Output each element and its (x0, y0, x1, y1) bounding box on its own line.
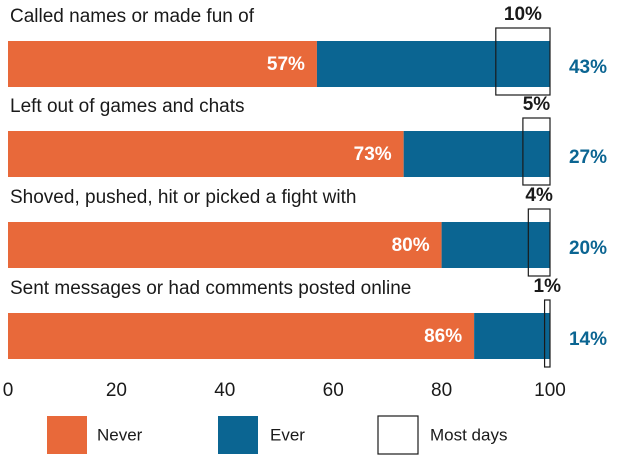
category-label: Sent messages or had comments posted onl… (10, 278, 411, 299)
legend-swatch (377, 415, 419, 455)
x-tick-label: 60 (323, 380, 344, 401)
bar-never (8, 313, 475, 359)
legend-label: Most days (430, 425, 507, 444)
value-label-ever: 27% (569, 147, 607, 168)
legend-label: Ever (270, 425, 305, 444)
x-tick-label: 0 (3, 380, 14, 401)
bar-never (8, 131, 404, 177)
value-label-ever: 20% (569, 238, 607, 259)
value-label-never: 57% (267, 54, 305, 75)
category-label: Shoved, pushed, hit or picked a fight wi… (10, 187, 356, 208)
bar-ever (316, 41, 550, 87)
box-most-days (522, 117, 551, 186)
value-label-most-days: 1% (534, 276, 562, 297)
x-tick-label: 20 (106, 380, 127, 401)
value-label-never: 86% (424, 326, 462, 347)
value-label-most-days: 10% (504, 4, 542, 25)
x-tick-label: 100 (534, 380, 566, 401)
box-most-days (495, 27, 551, 96)
category-label: Left out of games and chats (10, 96, 245, 117)
value-label-most-days: 5% (523, 94, 551, 115)
value-label-ever: 43% (569, 57, 607, 78)
legend-swatch (47, 416, 87, 454)
value-label-never: 73% (354, 144, 392, 165)
x-tick-label: 40 (214, 380, 235, 401)
legend-label: Never (97, 425, 143, 444)
x-tick-label: 80 (431, 380, 452, 401)
box-most-days (543, 299, 551, 368)
legend-swatch (218, 416, 258, 454)
bar-ever (441, 222, 550, 268)
box-most-days (527, 208, 551, 277)
bar-ever (403, 131, 550, 177)
value-label-never: 80% (392, 235, 430, 256)
category-label: Called names or made fun of (10, 6, 255, 27)
bar-ever (474, 313, 550, 359)
value-label-ever: 14% (569, 329, 607, 350)
bar-never (8, 41, 317, 87)
value-label-most-days: 4% (525, 185, 553, 206)
bar-never (8, 222, 442, 268)
